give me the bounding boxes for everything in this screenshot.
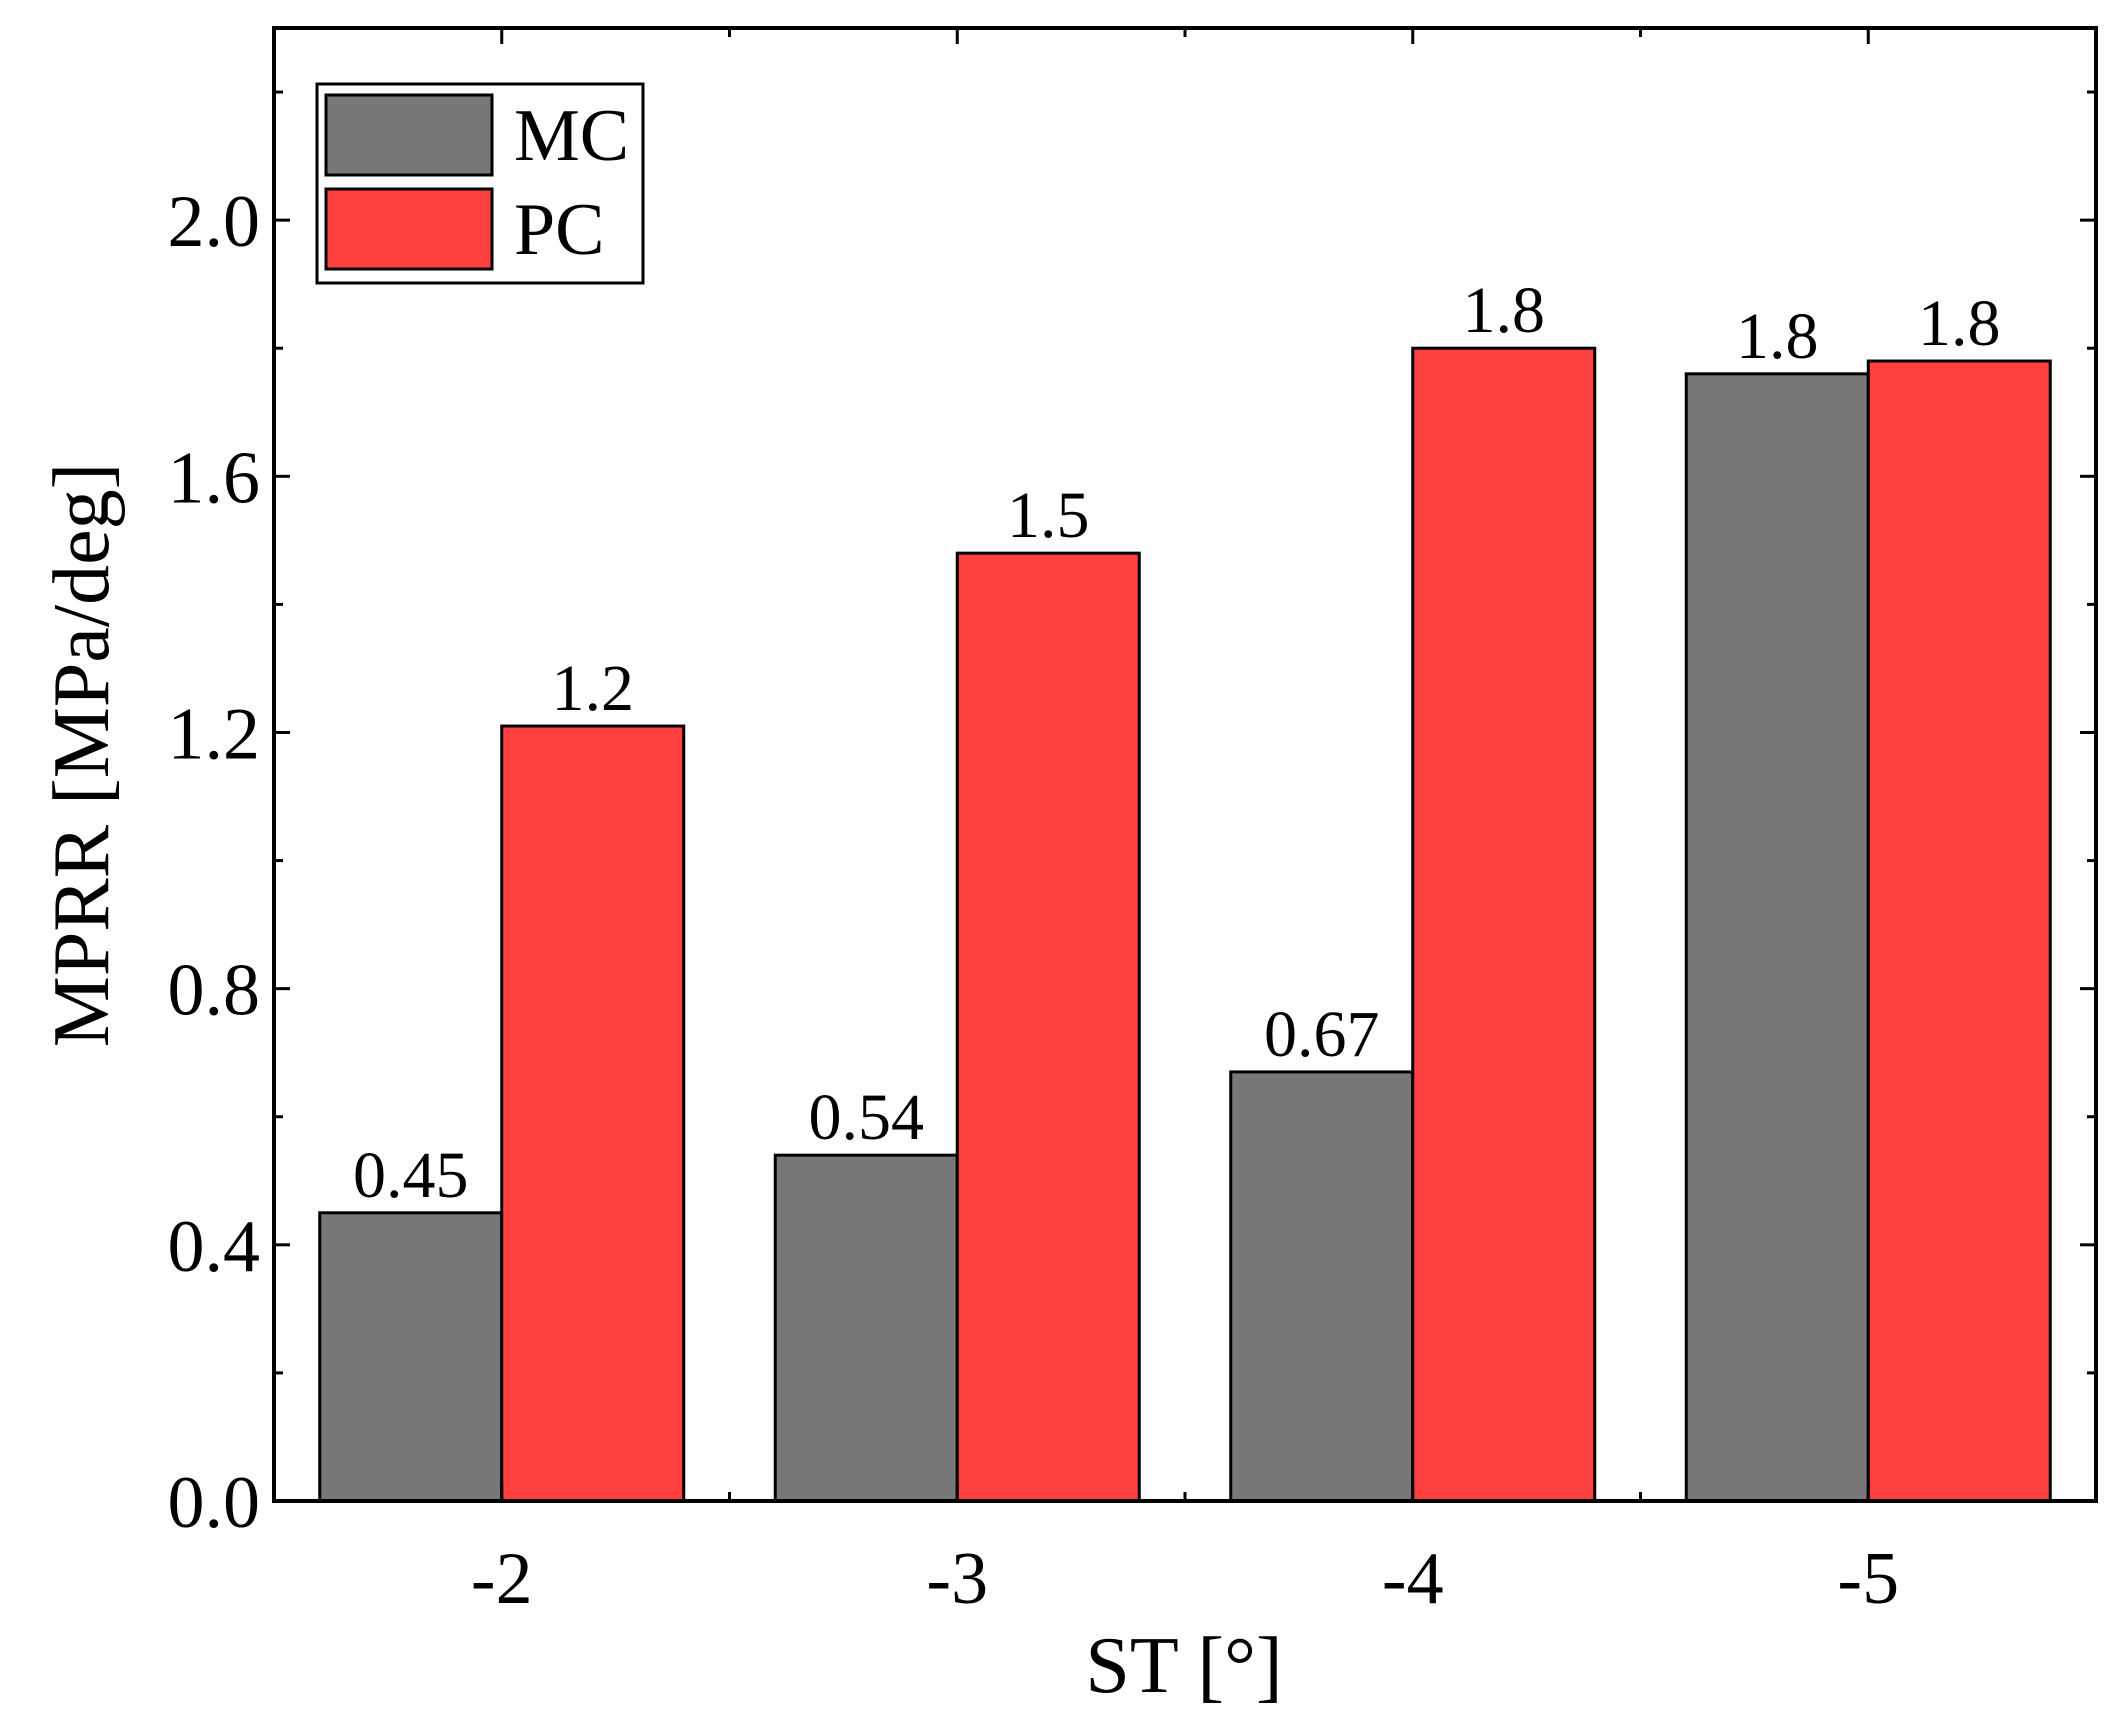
y-tick-label: 0.4 xyxy=(168,1206,261,1288)
data-label-mc--5: 1.8 xyxy=(1736,300,1819,373)
bar-mc--5 xyxy=(1684,372,1870,1503)
bar-mc--4 xyxy=(1229,1070,1415,1503)
ticks-group xyxy=(274,28,2096,1503)
x-tick-label--5: -5 xyxy=(1837,1538,1899,1620)
y-tick-label: 1.6 xyxy=(168,437,261,519)
data-label-pc--3: 1.5 xyxy=(1007,479,1090,552)
data-label-mc--2: 0.45 xyxy=(353,1139,469,1212)
y-tick-label: 2.0 xyxy=(168,181,261,263)
bar-pc--5 xyxy=(1866,359,2052,1503)
data-label-mc--4: 0.67 xyxy=(1264,998,1380,1071)
y-axis-title: MPRR [MPa/deg] xyxy=(38,463,126,1048)
bar-mc--3 xyxy=(773,1153,959,1503)
legend-label-mc: MC xyxy=(514,95,629,177)
bar-pc--4 xyxy=(1411,346,1597,1503)
legend: MC PC xyxy=(315,82,645,285)
y-tick-label: 1.2 xyxy=(168,693,261,775)
bar-pc--3 xyxy=(955,551,1141,1503)
data-label-mc--3: 0.54 xyxy=(809,1081,925,1154)
x-tick-label--4: -4 xyxy=(1382,1538,1444,1620)
x-axis-title: ST [°] xyxy=(1085,1622,1282,1710)
bars-group: 0.45 0.54 0.67 1.8 1.2 1.5 1.8 1.8 xyxy=(318,274,2052,1503)
y-tick-label: 0.8 xyxy=(168,950,261,1032)
legend-label-pc: PC xyxy=(514,189,605,271)
data-label-pc--5: 1.8 xyxy=(1918,287,2001,360)
bar-mc--2 xyxy=(318,1211,504,1503)
legend-swatch-mc xyxy=(324,93,494,177)
x-tick-label--2: -2 xyxy=(471,1538,533,1620)
y-tick-label: 0.0 xyxy=(168,1462,261,1544)
x-tick-label--3: -3 xyxy=(926,1538,988,1620)
data-label-pc--4: 1.8 xyxy=(1463,274,1546,347)
legend-swatch-pc xyxy=(324,187,494,271)
bar-pc--2 xyxy=(500,724,686,1503)
data-label-pc--2: 1.2 xyxy=(552,652,635,725)
